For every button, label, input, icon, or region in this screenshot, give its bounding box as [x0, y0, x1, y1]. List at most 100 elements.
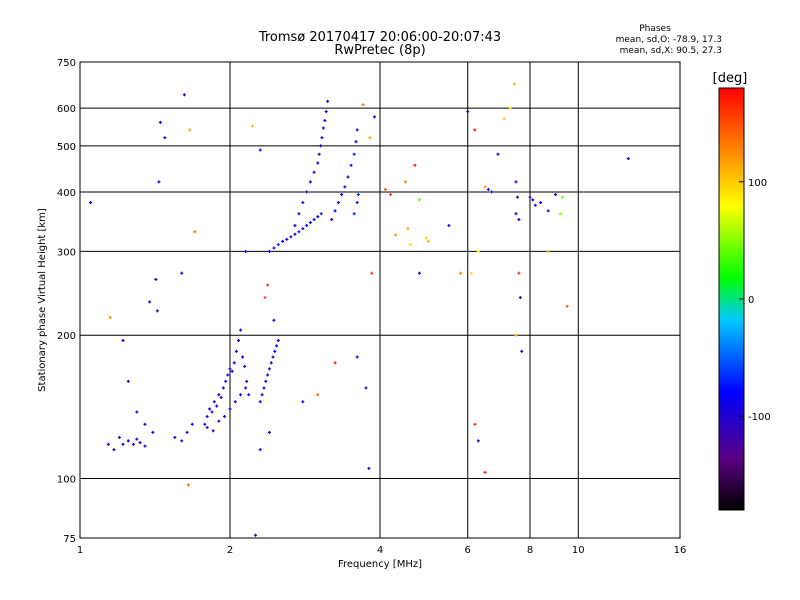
data-point — [483, 470, 487, 474]
data-point — [221, 386, 225, 390]
data-point — [305, 224, 309, 228]
data-point — [258, 448, 262, 452]
data-point — [126, 379, 130, 383]
data-point — [368, 136, 372, 140]
x-tick-label: 6 — [465, 545, 471, 556]
data-point — [533, 203, 537, 207]
data-point — [408, 243, 412, 247]
data-point — [293, 232, 297, 236]
data-point — [349, 163, 353, 167]
data-point — [297, 230, 301, 234]
data-point — [203, 422, 207, 426]
data-point — [233, 400, 237, 404]
data-point — [394, 233, 398, 237]
data-point — [260, 393, 264, 397]
data-point — [271, 355, 275, 359]
data-point — [215, 404, 219, 408]
data-point — [496, 152, 500, 156]
data-point — [403, 180, 407, 184]
data-point — [217, 393, 221, 397]
data-point — [483, 185, 487, 189]
data-point — [367, 466, 371, 470]
data-point — [228, 367, 232, 371]
colorbar-tick-label: 100 — [748, 178, 767, 189]
data-point — [266, 283, 270, 287]
data-point — [389, 193, 393, 197]
data-point — [518, 296, 522, 300]
data-point — [212, 400, 216, 404]
data-point — [245, 379, 249, 383]
grid-lines — [80, 62, 680, 538]
data-point — [502, 117, 506, 121]
data-point — [336, 201, 340, 205]
data-point — [546, 249, 550, 253]
data-point — [370, 271, 374, 275]
data-point — [473, 128, 477, 132]
data-point — [239, 328, 243, 332]
data-point — [126, 439, 130, 443]
data-point — [319, 212, 323, 216]
data-point — [173, 435, 177, 439]
data-point — [528, 195, 532, 199]
data-point — [346, 175, 350, 179]
y-tick-label: 200 — [57, 331, 76, 342]
data-point — [447, 224, 451, 228]
x-tick-label: 1 — [77, 545, 83, 556]
data-point — [143, 422, 147, 426]
data-point — [217, 419, 221, 423]
data-point — [561, 195, 565, 199]
data-point — [486, 187, 490, 191]
data-point — [320, 136, 324, 140]
data-point — [297, 212, 301, 216]
tick-labels: 1 2 4 6 8 10 16 75 100 200 300 400 500 600 750 — [57, 58, 686, 556]
data-point — [151, 430, 155, 434]
y-axis-label: Stationary phase Virtual Height [km] — [37, 208, 48, 392]
data-point — [364, 386, 368, 390]
data-point — [269, 361, 273, 365]
data-point — [426, 239, 430, 243]
data-point — [308, 221, 312, 225]
data-point — [424, 236, 428, 240]
data-point — [276, 338, 280, 342]
data-point — [466, 110, 470, 114]
y-tick-label: 75 — [63, 534, 76, 545]
x-tick-label: 16 — [674, 545, 687, 556]
data-point — [276, 243, 280, 247]
phases-o-line: mean, sd,O: -78.9, 17.3 — [616, 35, 722, 45]
data-point — [319, 144, 323, 148]
data-point — [247, 393, 251, 397]
data-point — [316, 161, 320, 165]
data-point — [251, 124, 255, 128]
data-point — [158, 120, 162, 124]
data-point — [476, 249, 480, 253]
data-point — [108, 315, 112, 319]
data-point — [308, 180, 312, 184]
data-point — [326, 99, 330, 103]
data-point — [234, 349, 238, 353]
data-point — [323, 119, 327, 123]
data-point — [273, 349, 277, 353]
data-point — [155, 309, 159, 313]
data-point — [180, 439, 184, 443]
data-point — [275, 344, 279, 348]
x-tick-label: 4 — [377, 545, 383, 556]
data-point — [121, 338, 125, 342]
data-point — [262, 386, 266, 390]
data-point — [301, 201, 305, 205]
data-point — [417, 198, 421, 202]
data-point — [312, 170, 316, 174]
data-point — [117, 435, 121, 439]
data-point — [190, 422, 194, 426]
x-tick-label: 10 — [572, 545, 585, 556]
data-point — [226, 373, 230, 377]
data-point — [193, 230, 197, 234]
data-point — [355, 355, 359, 359]
data-point — [539, 201, 543, 205]
data-point — [208, 407, 212, 411]
data-point — [244, 249, 248, 253]
data-point — [515, 195, 519, 199]
data-point — [354, 140, 358, 144]
data-point — [230, 369, 234, 373]
data-point — [205, 425, 209, 429]
